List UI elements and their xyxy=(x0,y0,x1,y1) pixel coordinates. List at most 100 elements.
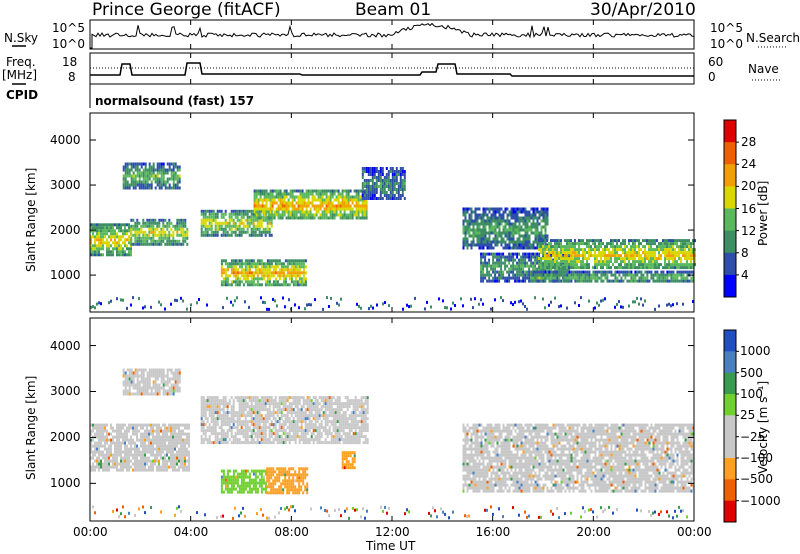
heatmap-cell xyxy=(646,254,648,258)
heatmap-cell xyxy=(134,227,137,231)
heatmap-cell xyxy=(124,165,127,169)
heatmap-cell xyxy=(387,197,390,200)
heatmap-cell xyxy=(248,283,251,287)
heatmap-cell xyxy=(668,245,670,249)
heatmap-cell xyxy=(512,210,515,214)
heatmap-cell xyxy=(357,192,360,196)
heatmap-cell xyxy=(283,201,286,205)
heatmap-cell xyxy=(480,279,483,283)
heatmap-cell xyxy=(122,432,124,436)
heatmap-cell xyxy=(224,209,227,213)
heatmap-cell xyxy=(256,221,259,225)
heatmap-cell xyxy=(520,240,523,244)
heatmap-cell xyxy=(180,221,183,225)
heatmap-cell xyxy=(212,414,215,418)
heatmap-cell xyxy=(144,432,146,436)
heatmap-cell xyxy=(174,423,176,427)
heatmap-cell xyxy=(146,233,149,237)
heatmap-cell xyxy=(188,453,190,457)
heatmap-cell xyxy=(339,210,342,214)
heatmap-cell xyxy=(514,273,517,277)
heatmap-cell xyxy=(275,195,278,199)
heatmap-cell xyxy=(678,273,681,277)
heatmap-cell xyxy=(176,441,178,445)
heatmap-cell xyxy=(120,444,122,448)
heatmap-cell xyxy=(277,210,280,214)
heatmap-cell xyxy=(387,194,390,197)
heatmap-cell xyxy=(520,210,523,214)
heatmap-cell xyxy=(341,198,344,202)
heatmap-cell xyxy=(118,223,120,227)
heatmap-cell xyxy=(154,438,156,442)
heatmap-cell xyxy=(174,224,177,228)
heatmap-cell xyxy=(282,265,285,269)
heatmap-cell xyxy=(98,423,100,427)
heatmap-cell xyxy=(224,432,227,436)
heatmap-cell xyxy=(146,183,149,187)
heatmap-cell xyxy=(317,198,320,202)
heatmap-cell xyxy=(134,239,137,243)
heatmap-cell xyxy=(212,426,215,430)
heatmap-cell xyxy=(586,239,588,243)
heatmap-cell xyxy=(399,170,402,173)
heatmap-cell xyxy=(100,450,102,454)
heatmap-cell xyxy=(502,225,505,229)
heatmap-cell xyxy=(270,218,273,222)
heatmap-cell xyxy=(311,189,314,193)
heatmap-cell xyxy=(514,276,517,280)
heatmap-cell xyxy=(317,207,320,211)
heatmap-cell xyxy=(672,266,674,270)
heatmap-cell xyxy=(500,243,503,247)
heatmap-cell xyxy=(286,262,289,266)
heatmap-cell xyxy=(136,450,138,454)
heatmap-cell xyxy=(602,273,605,277)
heatmap-cell xyxy=(668,270,671,274)
heatmap-cell xyxy=(186,447,188,451)
heatmap-cell xyxy=(150,227,153,231)
heatmap-cell xyxy=(242,227,245,231)
heatmap-cell xyxy=(204,215,207,219)
heatmap-cell xyxy=(128,456,130,460)
heatmap-cell xyxy=(492,207,495,211)
heatmap-cell xyxy=(124,232,126,236)
heatmap-cell xyxy=(142,242,145,246)
heatmap-cell xyxy=(198,298,200,301)
heatmap-cell xyxy=(293,204,296,208)
heatmap-cell xyxy=(359,204,362,208)
heatmap-cell xyxy=(180,462,182,466)
heatmap-cell xyxy=(252,218,255,222)
heatmap-cell xyxy=(480,258,483,262)
heatmap-cell xyxy=(100,241,102,245)
heatmap-cell xyxy=(534,210,537,214)
heatmap-cell xyxy=(132,386,135,390)
heatmap-cell xyxy=(480,219,483,223)
heatmap-cell xyxy=(624,257,626,261)
heatmap-cell xyxy=(278,274,281,278)
heatmap-cell xyxy=(277,216,280,220)
heatmap-cell xyxy=(568,248,570,252)
heatmap-cell xyxy=(692,242,694,246)
heatmap-cell xyxy=(104,423,106,427)
heatmap-cell xyxy=(562,245,564,249)
heatmap-cell xyxy=(291,189,294,193)
heatmap-cell xyxy=(238,221,241,225)
heatmap-cell xyxy=(566,245,568,249)
heatmap-cell xyxy=(570,257,572,261)
heatmap-cell xyxy=(112,253,114,257)
heatmap-cell xyxy=(532,276,535,280)
heatmap-cell xyxy=(246,230,249,234)
heatmap-cell xyxy=(236,218,239,222)
heatmap-cell xyxy=(134,386,137,390)
heatmap-cell xyxy=(138,239,141,243)
heatmap-cell xyxy=(170,302,172,306)
heatmap-cell xyxy=(164,171,167,175)
heatmap-cell xyxy=(672,260,674,264)
heatmap-cell xyxy=(494,234,497,238)
heatmap-cell xyxy=(170,450,172,454)
heatmap-cell xyxy=(562,270,565,274)
heatmap-cell xyxy=(658,279,661,283)
heatmap-cell xyxy=(524,261,527,265)
heatmap-cell xyxy=(150,371,153,375)
heatmap-cell xyxy=(218,432,221,436)
heatmap-cell xyxy=(110,244,112,248)
